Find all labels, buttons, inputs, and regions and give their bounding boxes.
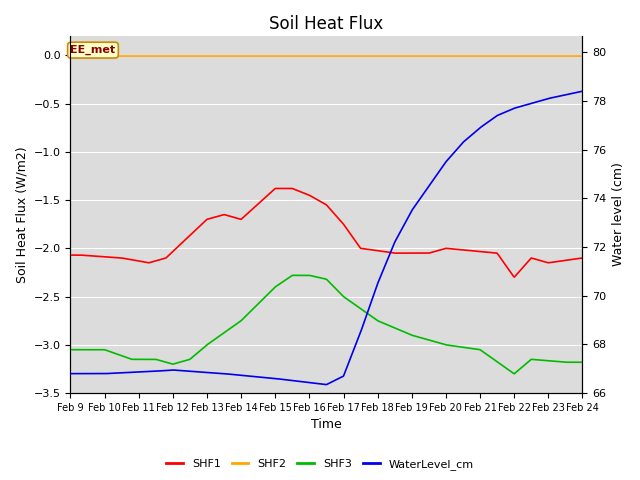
Legend: SHF1, SHF2, SHF3, WaterLevel_cm: SHF1, SHF2, SHF3, WaterLevel_cm (162, 455, 478, 474)
Y-axis label: Water level (cm): Water level (cm) (612, 163, 625, 266)
X-axis label: Time: Time (311, 419, 342, 432)
Title: Soil Heat Flux: Soil Heat Flux (269, 15, 383, 33)
Text: EE_met: EE_met (70, 45, 116, 55)
Y-axis label: Soil Heat Flux (W/m2): Soil Heat Flux (W/m2) (15, 146, 28, 283)
